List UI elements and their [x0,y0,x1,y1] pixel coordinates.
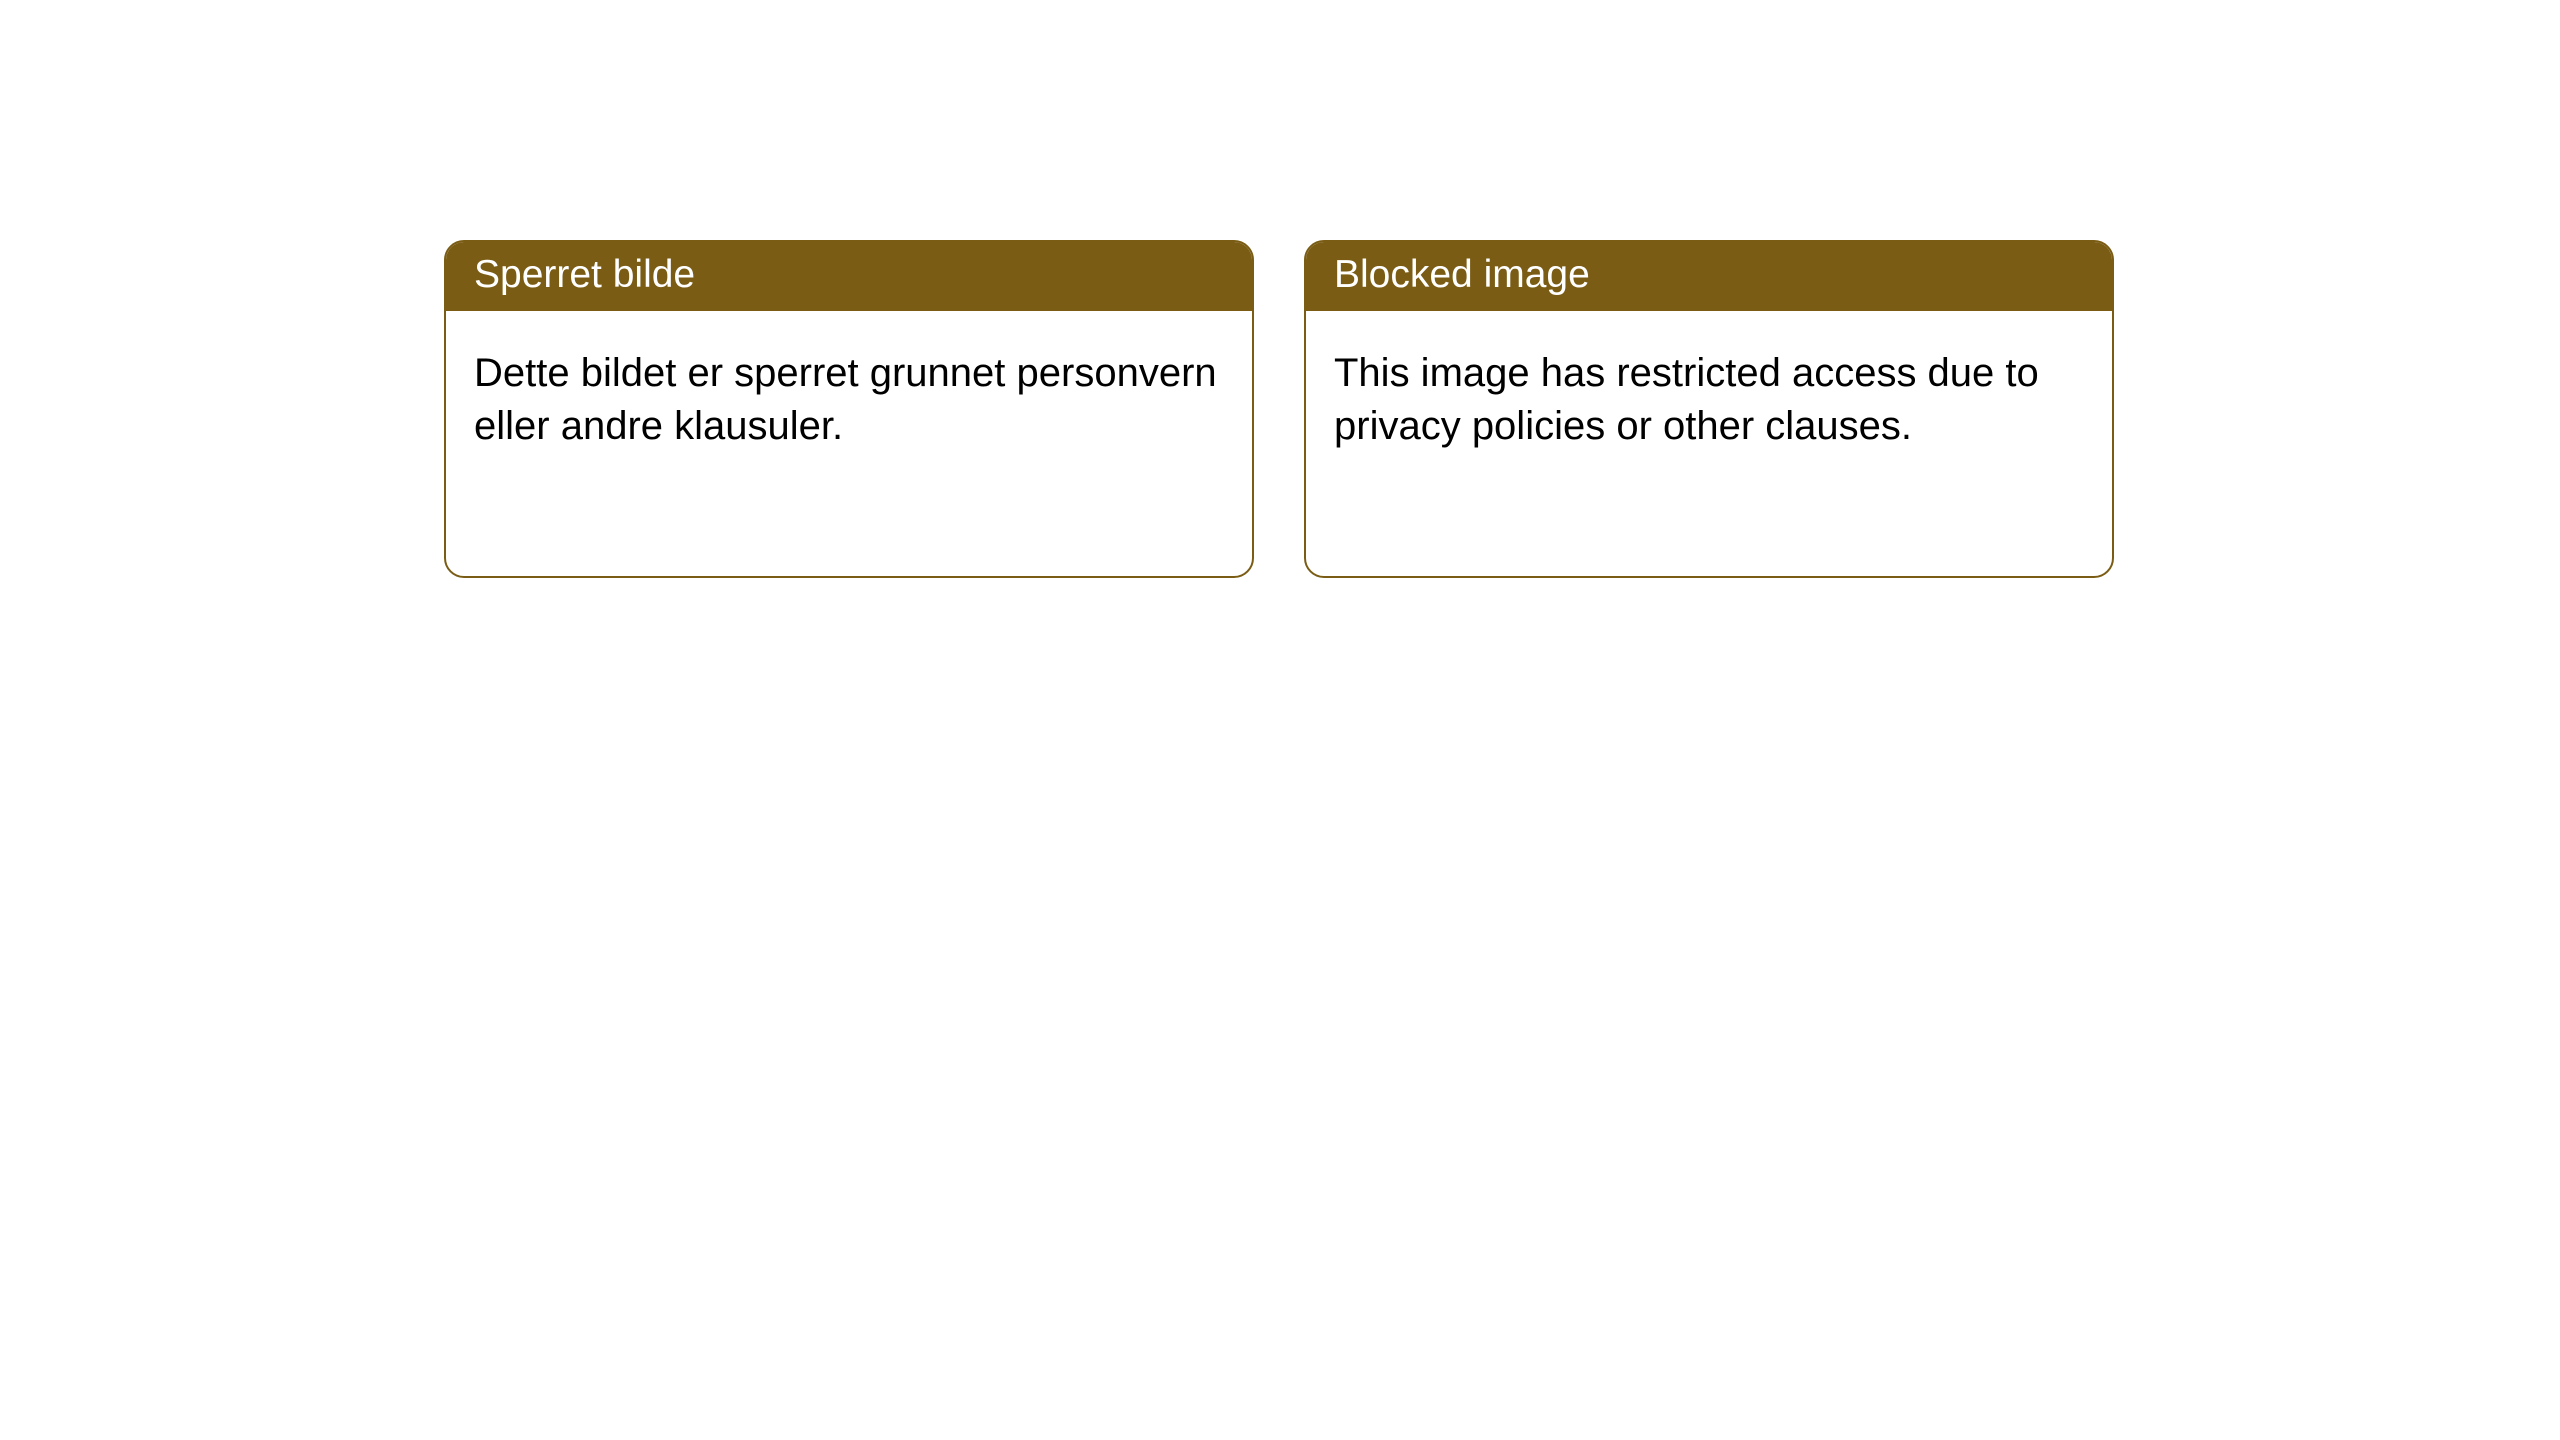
notice-title-en: Blocked image [1306,242,2112,311]
notice-card-no: Sperret bilde Dette bildet er sperret gr… [444,240,1254,578]
notice-body-no: Dette bildet er sperret grunnet personve… [446,311,1252,489]
notice-body-en: This image has restricted access due to … [1306,311,2112,489]
notice-title-no: Sperret bilde [446,242,1252,311]
notice-card-en: Blocked image This image has restricted … [1304,240,2114,578]
notice-container: Sperret bilde Dette bildet er sperret gr… [444,240,2114,578]
